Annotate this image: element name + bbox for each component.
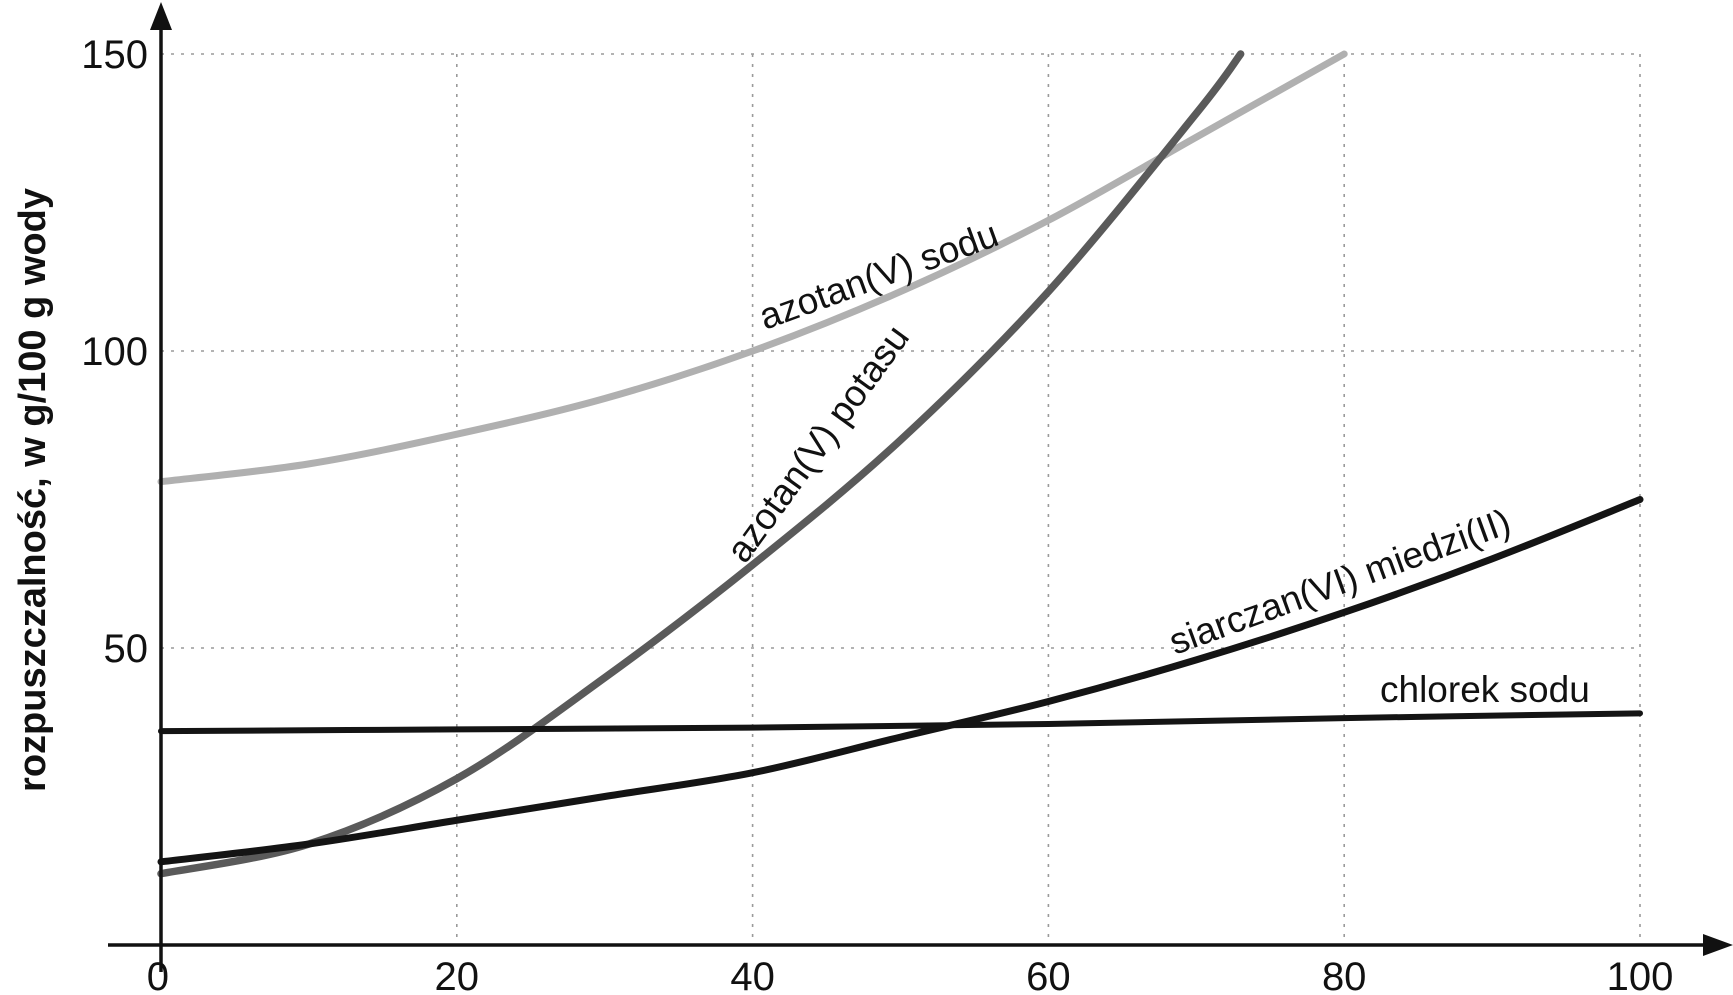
y-tick-label: 100: [81, 330, 148, 374]
x-tick-label: 60: [1026, 955, 1071, 995]
y-tick-label: 50: [104, 627, 149, 671]
series-azotan-sodu: [157, 50, 1348, 486]
x-tick-label: 0: [147, 955, 169, 995]
y-tick-label: 150: [81, 33, 148, 77]
series-azotan-potasu: [157, 50, 1245, 878]
label-chlorek-sodu: chlorek sodu: [1380, 669, 1590, 710]
y-axis-label: rozpuszczalność, w g/100 g wody: [12, 188, 54, 792]
x-tick-label: 20: [435, 955, 480, 995]
x-tick-label: 80: [1322, 955, 1367, 995]
x-tick-label: 100: [1607, 955, 1674, 995]
axes: [108, 2, 1733, 972]
series-chlorek-sodu: [158, 710, 1643, 735]
y-axis-arrow: [150, 2, 172, 30]
x-axis-arrow: [1703, 934, 1733, 956]
gridlines: [161, 53, 1641, 945]
tick-labels: 0 20 40 60 80 100 50 100 150: [81, 33, 1673, 995]
x-tick-label: 40: [730, 955, 775, 995]
label-azotan-sodu: azotan(V) sodu: [754, 213, 1004, 337]
series-siarczan-miedzi: [157, 496, 1644, 866]
label-siarczan-miedzi: siarczan(VI) miedzi(II): [1164, 501, 1516, 663]
series-layer: [157, 50, 1644, 878]
